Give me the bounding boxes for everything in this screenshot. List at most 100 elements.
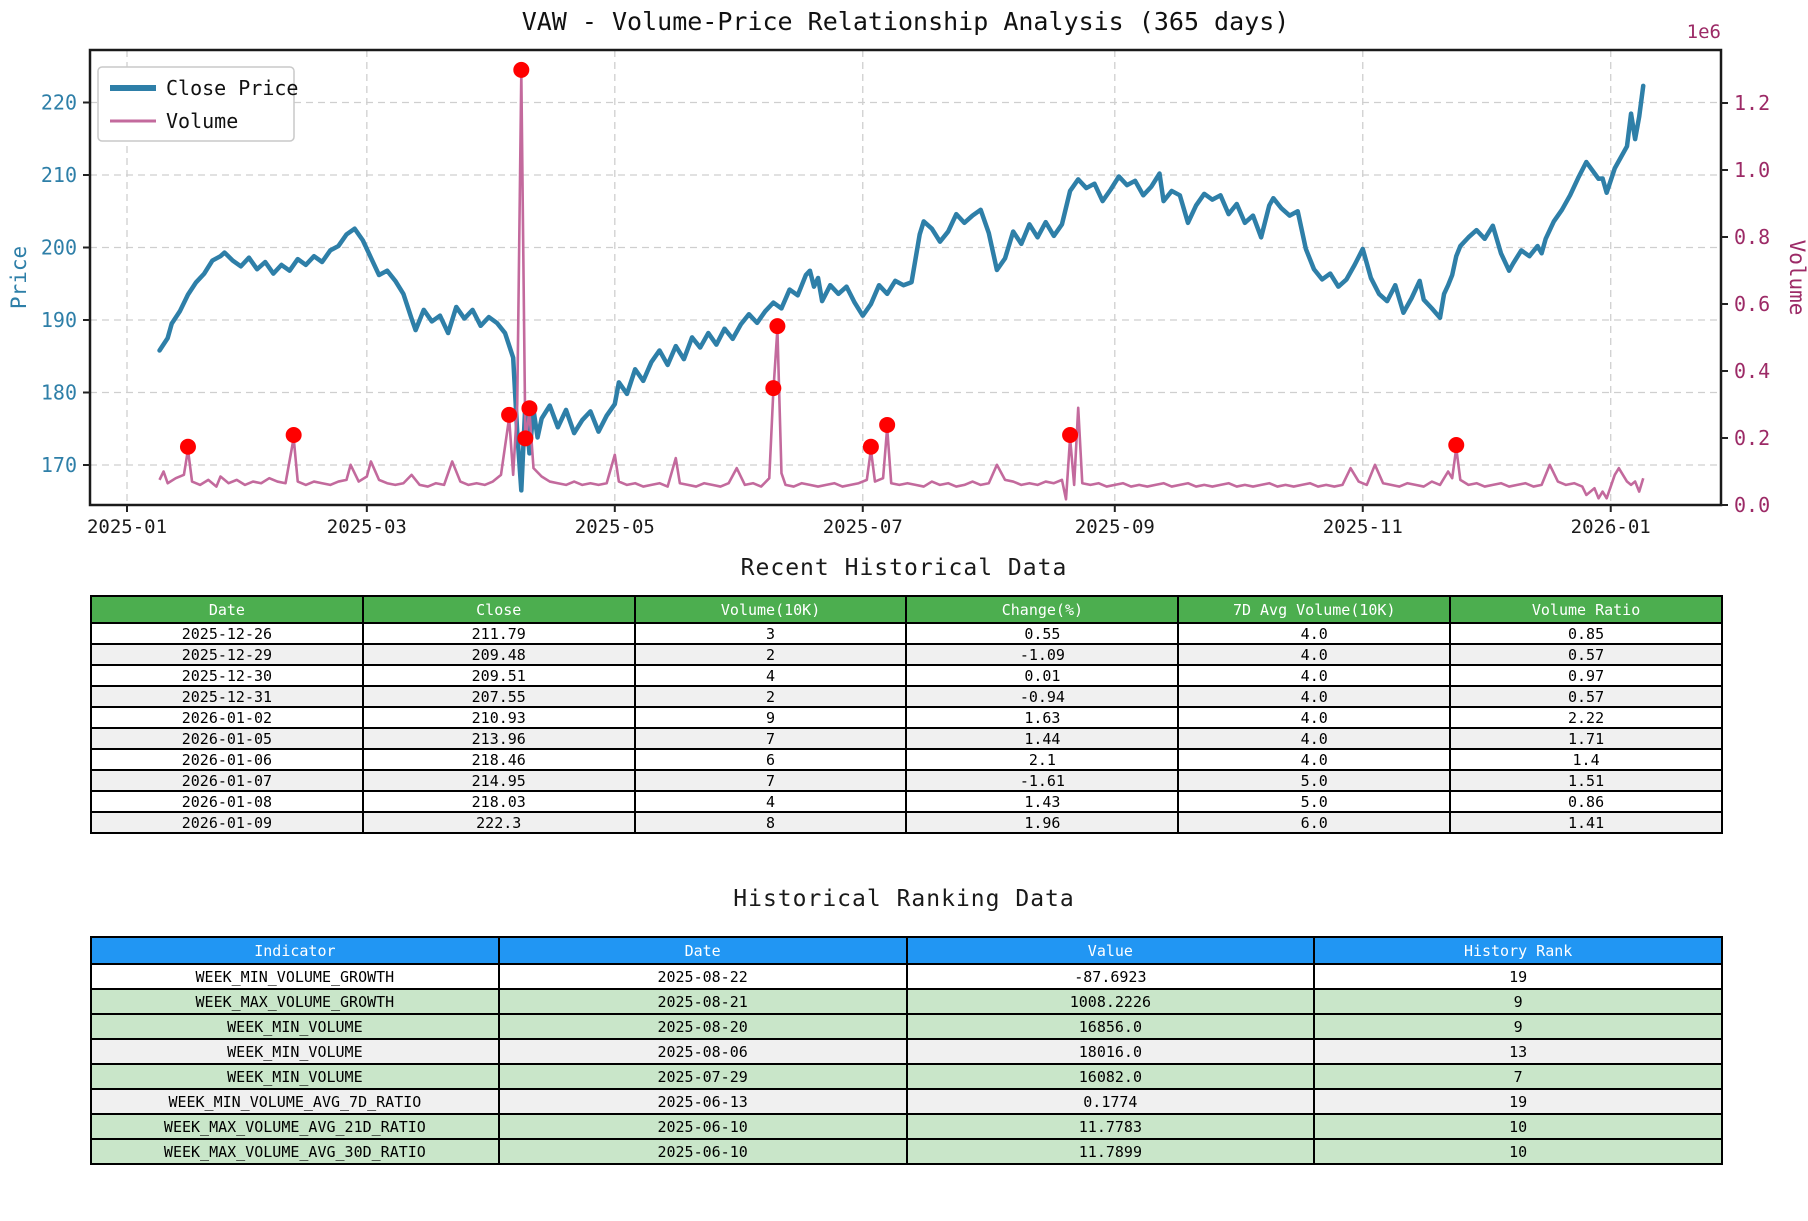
price-tick-label: 220 [41,91,77,115]
table-cell: 2026-01-08 [90,790,364,813]
table-cell: 5.0 [1177,769,1452,792]
table-cell: 1.41 [1449,811,1723,834]
table-cell: 211.79 [361,622,636,645]
table-row: 2025-12-29 209.48 2 -1.09 4.0 0.57 [90,643,1723,666]
volume-axis-label: Volume [1785,240,1808,316]
table-cell: 10 [1313,1113,1723,1140]
plot-border [88,48,1723,507]
volume-line [158,71,1645,501]
x-tick-label: 2025-03 [327,516,407,538]
table-cell: 1.96 [905,811,1180,834]
table-row: 2026-01-09 222.3 8 1.96 6.0 1.41 [90,811,1723,834]
table-cell: 7 [633,727,908,750]
table-cell: 2.1 [905,748,1180,771]
table-cell: 1.71 [1449,727,1723,750]
table-cell: 2025-12-31 [90,685,364,708]
table-row: WEEK_MIN_VOLUME_AVG_7D_RATIO 2025-06-13 0.… [90,1088,1723,1115]
price-tick-label: 170 [41,453,77,477]
table-cell: 2026-01-05 [90,727,364,750]
table-cell: 2.22 [1449,706,1723,729]
volume-anomaly-dot [765,380,782,397]
x-tick-label: 2025-09 [1075,516,1155,538]
table-cell: 4 [633,664,908,687]
table-cell: 7 [1313,1063,1723,1090]
table-header-cell: Volume(10K) [633,595,908,624]
table-cell: 2 [633,685,908,708]
table-header-cell: Volume Ratio [1449,595,1723,624]
recent-historical-title: Recent Historical Data [740,555,1068,581]
recent-historical-table: Date Close Volume(10K) Change(%) 7D Avg Volu… [90,595,1723,834]
table-header-cell: Indicator [90,936,500,965]
table-cell: WEEK_MIN_VOLUME [90,1013,500,1040]
x-tick-label: 2026-01 [1571,516,1651,538]
table-cell: WEEK_MIN_VOLUME_AVG_7D_RATIO [90,1088,500,1115]
table-cell: 2025-12-26 [90,622,364,645]
x-tick-label: 2025-07 [823,516,903,538]
volume-price-chart-svg: 2025-01 2025-03 2025-05 2025-07 2025-09 2025-… [7,7,1808,538]
table-cell: 7 [633,769,908,792]
table-cell: 4.0 [1177,685,1452,708]
table-cell: 0.1774 [905,1088,1316,1115]
price-tick-label: 190 [41,308,77,332]
table-row: 2026-01-06 218.46 6 2.1 4.0 1.4 [90,748,1723,771]
historical-ranking-title: Historical Ranking Data [733,886,1075,912]
table-cell: 218.03 [361,790,636,813]
table-cell: 0.85 [1449,622,1723,645]
table-row: 2026-01-07 214.95 7 -1.61 5.0 1.51 [90,769,1723,792]
table-row: 2025-12-26 211.79 3 0.55 4.0 0.85 [90,622,1723,645]
table-cell: 2026-01-09 [90,811,364,834]
table-cell: 214.95 [361,769,636,792]
table-cell: 2026-01-02 [90,706,364,729]
table-cell: 1.51 [1449,769,1723,792]
table-cell: 2025-08-06 [497,1038,908,1065]
table-cell: 209.51 [361,664,636,687]
table-cell: 1.63 [905,706,1180,729]
table-cell: 218.46 [361,748,636,771]
table-cell: 11.7783 [905,1113,1316,1140]
table-row: WEEK_MAX_VOLUME_GROWTH 2025-08-21 1008.222… [90,988,1723,1015]
table-cell: 213.96 [361,727,636,750]
table-row: WEEK_MIN_VOLUME 2025-07-29 16082.0 7 [90,1063,1723,1090]
table-cell: 0.55 [905,622,1180,645]
table-cell: 9 [633,706,908,729]
table-cell: 207.55 [361,685,636,708]
table-row: WEEK_MIN_VOLUME 2025-08-20 16856.0 9 [90,1013,1723,1040]
table-cell: 0.97 [1449,664,1723,687]
table-cell: 0.86 [1449,790,1723,813]
table-cell: 11.7899 [905,1138,1316,1165]
volume-tick-label: 0.6 [1734,292,1770,316]
price-tick-label: 200 [41,236,77,260]
table-cell: 2025-06-10 [497,1113,908,1140]
historical-ranking-table: Indicator Date Value History Rank WEEK_MIN_V… [90,936,1723,1165]
table-header-cell: Date [497,936,908,965]
table-header-cell: Change(%) [905,595,1180,624]
table-cell: -0.94 [905,685,1180,708]
volume-anomaly-dot [521,400,538,417]
table-cell: 16082.0 [905,1063,1316,1090]
table-cell: 6 [633,748,908,771]
x-tick-label: 2025-01 [87,516,167,538]
x-tick-label: 2025-11 [1323,516,1403,538]
volume-anomaly-dot [517,430,534,447]
table-cell: WEEK_MIN_VOLUME [90,1063,500,1090]
table-cell: 2025-12-30 [90,664,364,687]
price-axis-label: Price [7,246,31,309]
volume-axis-multiplier: 1e6 [1687,21,1721,43]
table-row: 2025-12-31 207.55 2 -0.94 4.0 0.57 [90,685,1723,708]
legend-label: Volume [166,109,238,133]
table-cell: 2025-12-29 [90,643,364,666]
table-cell: 2025-08-22 [497,963,908,990]
table-cell: 2025-06-10 [497,1138,908,1165]
table-cell: -87.6923 [905,963,1316,990]
table-cell: 0.57 [1449,685,1723,708]
table-cell: 3 [633,622,908,645]
table-cell: 5.0 [1177,790,1452,813]
table-cell: WEEK_MAX_VOLUME_GROWTH [90,988,500,1015]
table-cell: 1.4 [1449,748,1723,771]
volume-anomaly-dot [862,438,879,455]
table-cell: 4.0 [1177,622,1452,645]
table-cell: 4.0 [1177,748,1452,771]
table-cell: 2026-01-06 [90,748,364,771]
table-cell: 16856.0 [905,1013,1316,1040]
table-cell: 4.0 [1177,706,1452,729]
